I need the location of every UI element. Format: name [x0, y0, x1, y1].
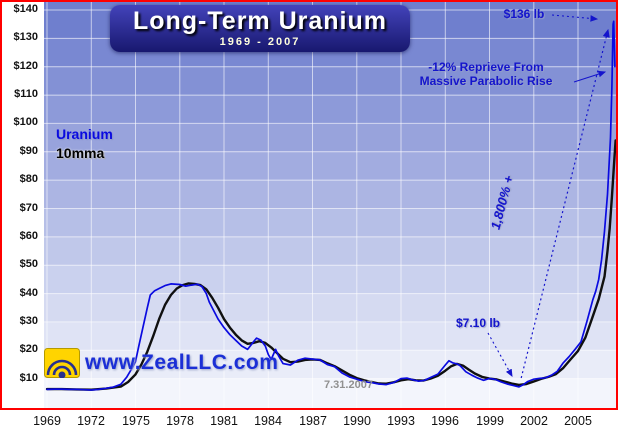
watermark: www.ZealLLC.com	[44, 348, 278, 378]
legend-uranium-label: Uranium	[56, 126, 113, 142]
annotation-reprieve-line1: -12% Reprieve From	[428, 60, 544, 74]
date-stamp: 7.31.2007	[324, 379, 373, 391]
annotation-reprieve: -12% Reprieve From Massive Parabolic Ris…	[392, 60, 580, 88]
zeal-sunburst-logo-icon	[44, 348, 80, 378]
watermark-text: www.ZealLLC.com	[85, 351, 279, 374]
legend: Uranium 10mma	[56, 126, 113, 161]
chart-title: Long-Term Uranium	[132, 7, 388, 35]
annotation-low-price: $7.10 lb	[455, 316, 501, 330]
chart-title-box: Long-Term Uranium 1969 - 2007	[110, 5, 410, 52]
annotation-peak-price: $136 lb	[503, 7, 545, 21]
legend-10mma-label: 10mma	[56, 145, 105, 161]
chart-subtitle: 1969 - 2007	[219, 36, 301, 48]
annotation-reprieve-line2: Massive Parabolic Rise	[419, 74, 553, 88]
